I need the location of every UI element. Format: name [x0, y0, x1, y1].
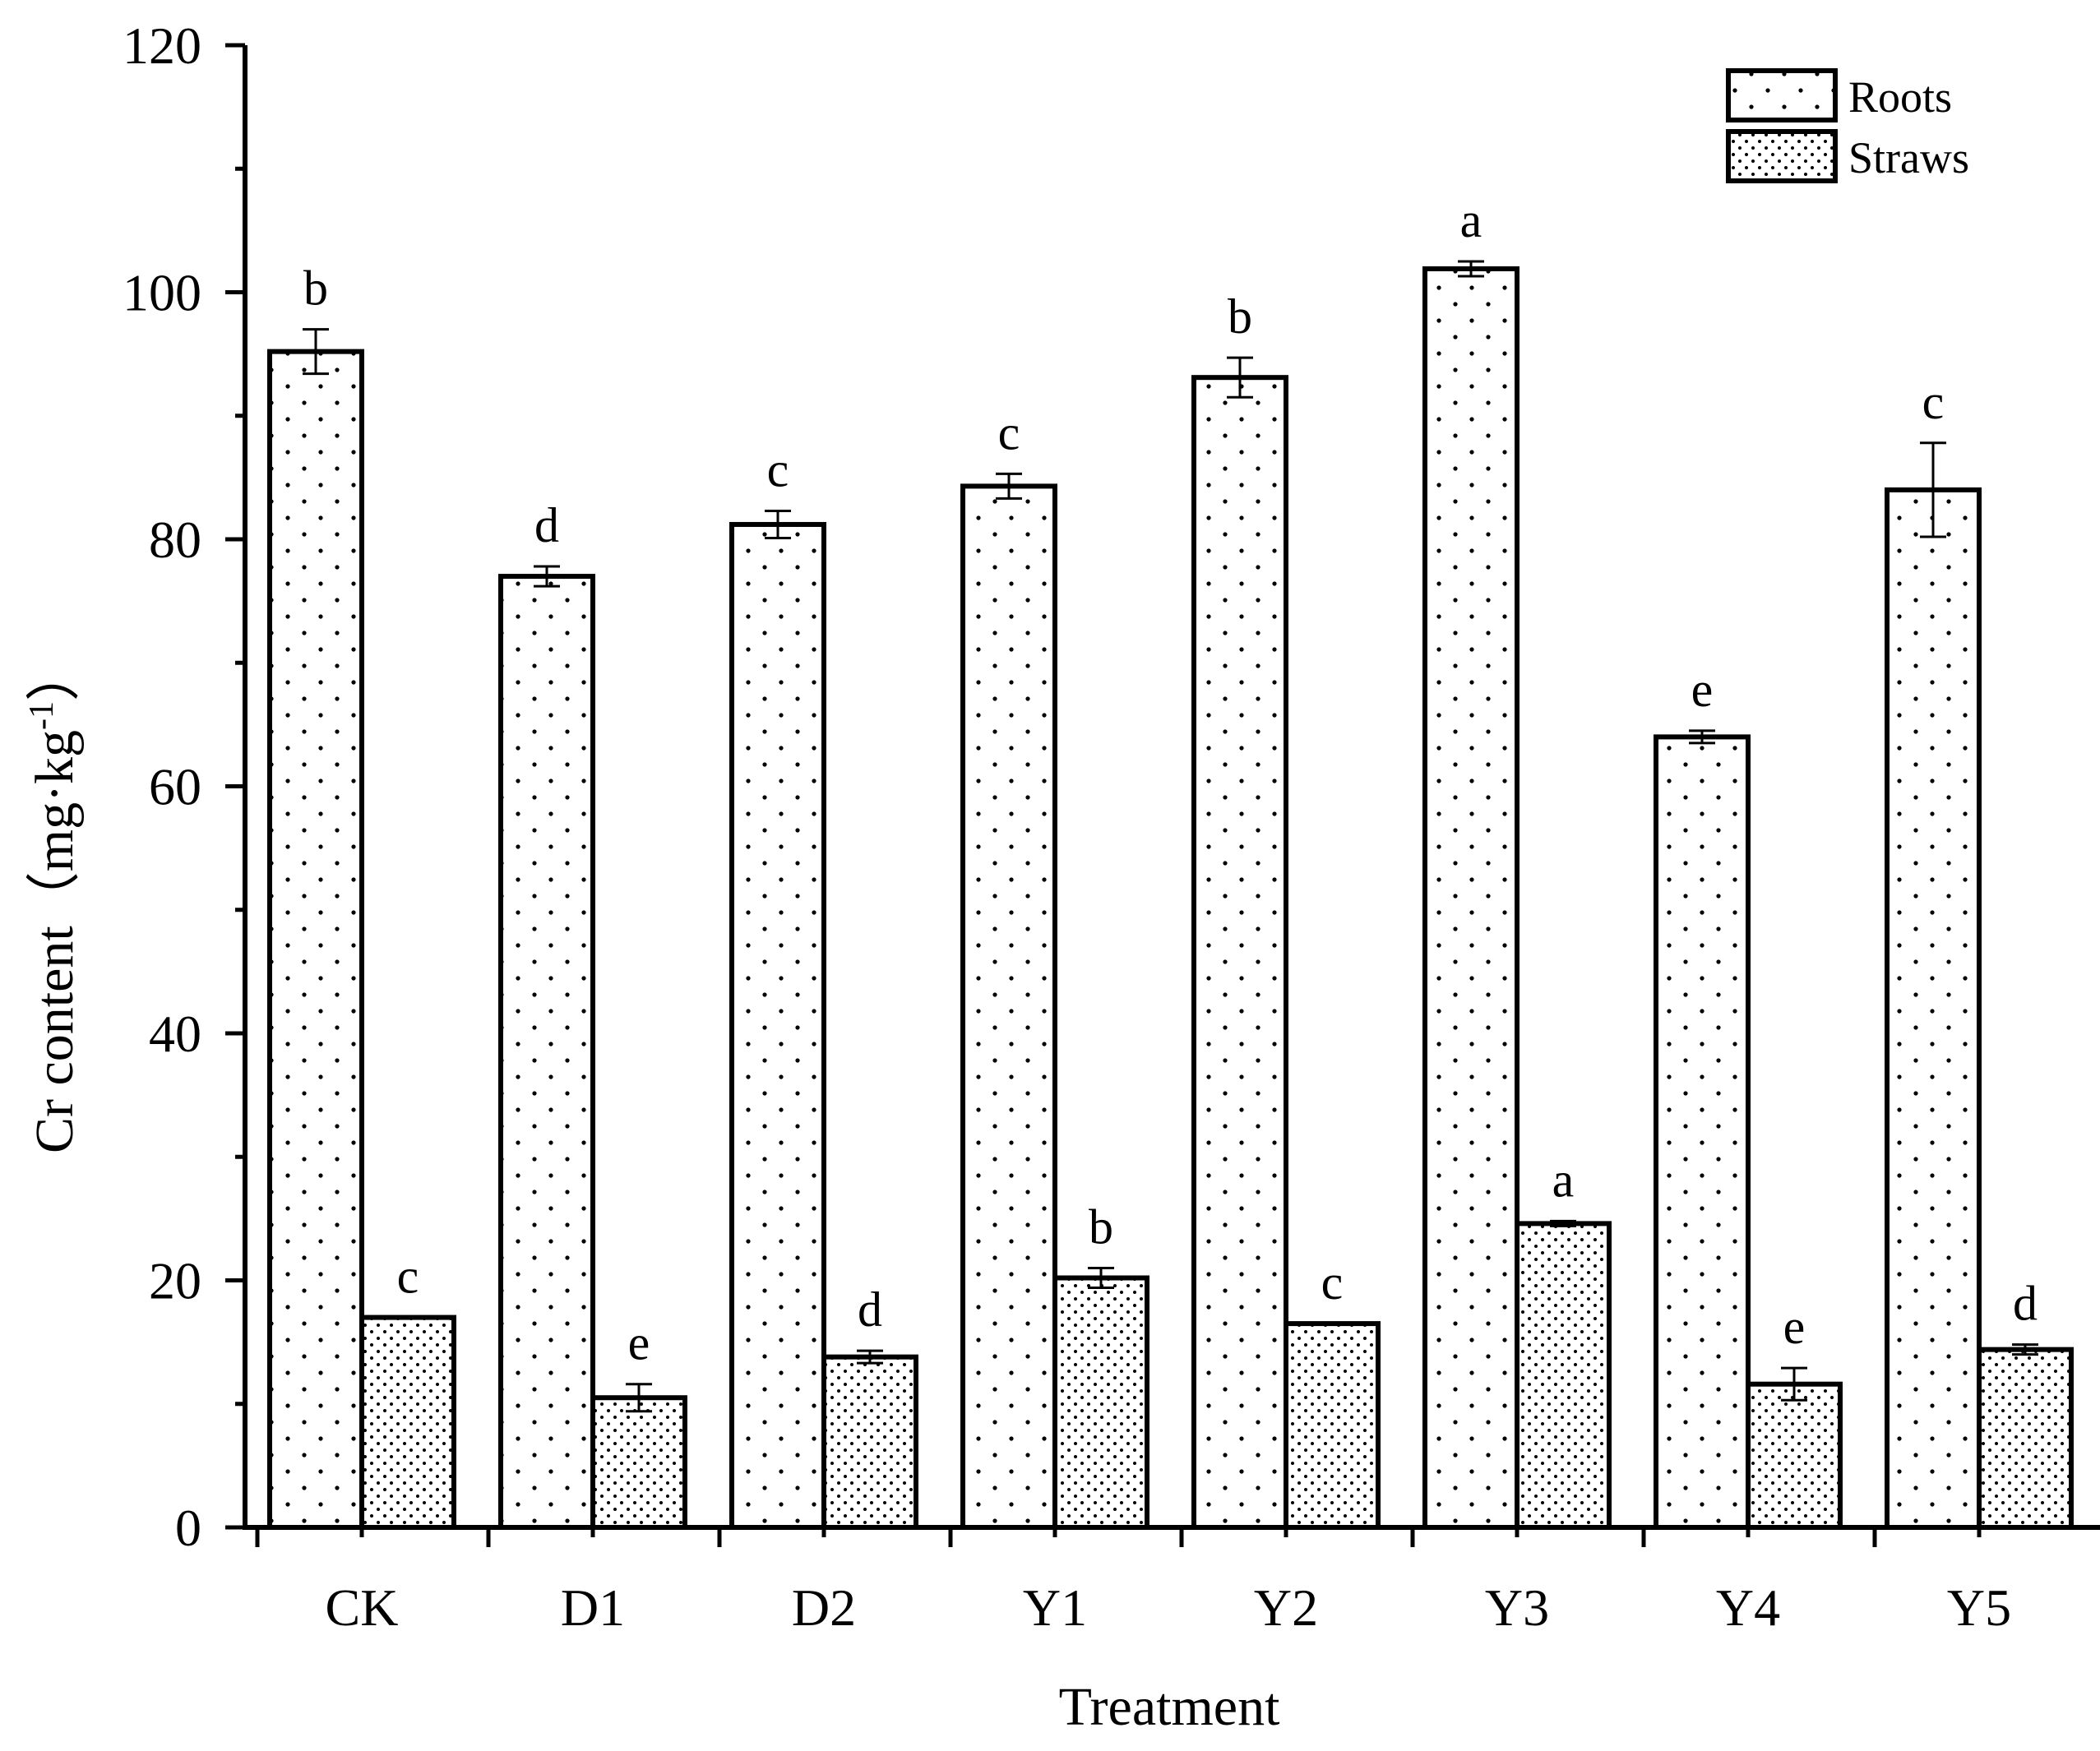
y-tick-label-100: 100 [123, 264, 201, 322]
x-tick-label-y5: Y5 [1947, 1578, 2011, 1637]
axes-layer: CK D1 D2 Y1 Y2 Y3 Y4 Y5 0 20 40 60 80 100 120 [123, 16, 2100, 1637]
sig-label-roots-d2: c [767, 442, 789, 497]
sig-label-straws-d1: e [628, 1316, 650, 1370]
sig-label-roots-y4: e [1691, 663, 1714, 717]
bar-roots-ck [267, 349, 364, 1530]
bar-straws-d2 [821, 1354, 918, 1531]
y-axis-title-close: ） [25, 647, 85, 701]
legend-swatch-straws [1726, 129, 1838, 183]
sig-label-straws-ck: c [397, 1250, 419, 1304]
x-tick-label-ck: CK [326, 1578, 399, 1637]
bar-roots-y1 [960, 483, 1057, 1531]
bar-roots-y4 [1654, 734, 1751, 1530]
x-tick-label-d1: D1 [561, 1578, 625, 1637]
bar-roots-y5 [1885, 487, 1982, 1530]
sig-label-straws-y1: b [1089, 1199, 1113, 1254]
sig-label-straws-y5: d [2013, 1277, 2038, 1331]
y-tick-label-120: 120 [123, 16, 201, 75]
y-axis-title-main: Cr content（mg·kg [25, 730, 85, 1153]
y-axis-title-superscript: -1 [23, 701, 61, 730]
sig-label-roots-y5: c [1922, 375, 1945, 429]
bar-roots-y3 [1422, 266, 1519, 1530]
x-tick-label-y4: Y4 [1716, 1578, 1780, 1637]
bar-straws-y1 [1052, 1275, 1149, 1530]
y-axis-title: Cr content（mg·kg-1） [23, 647, 85, 1153]
y-tick-label-20: 20 [149, 1252, 201, 1310]
y-tick-label-0: 0 [175, 1499, 201, 1557]
bar-straws-ck [359, 1314, 456, 1530]
bar-straws-y4 [1746, 1381, 1843, 1530]
x-tick-label-y2: Y2 [1254, 1578, 1318, 1637]
bar-straws-y2 [1284, 1321, 1381, 1531]
x-tick-label-y3: Y3 [1485, 1578, 1549, 1637]
x-tick-label-d2: D2 [792, 1578, 856, 1637]
x-axis-title: Treatment [1059, 1677, 1280, 1737]
legend: Roots Straws [1726, 68, 1969, 183]
y-tick-label-40: 40 [149, 1005, 201, 1063]
sig-label-straws-d2: d [858, 1282, 882, 1337]
sig-label-roots-y1: c [998, 405, 1020, 460]
x-tick-label-y1: Y1 [1023, 1578, 1087, 1637]
bar-straws-y3 [1515, 1221, 1612, 1530]
sig-label-straws-y2: c [1321, 1255, 1344, 1310]
bar-roots-y2 [1191, 375, 1288, 1530]
sig-label-roots-y3: a [1460, 193, 1482, 247]
sig-label-straws-y4: e [1783, 1300, 1806, 1354]
bar-roots-d2 [729, 521, 826, 1530]
bar-straws-d1 [590, 1395, 687, 1531]
sig-label-roots-y2: b [1228, 289, 1252, 344]
y-tick-label-80: 80 [149, 511, 201, 569]
sig-label-roots-ck: b [303, 261, 328, 316]
error-bars-layer [303, 260, 2038, 1413]
sig-label-straws-y3: a [1552, 1153, 1575, 1207]
legend-label-roots: Roots [1848, 72, 1952, 122]
significance-labels-layer: b c d e c d c b b c a a e e c d [303, 193, 2038, 1370]
bar-roots-d1 [498, 574, 595, 1531]
legend-swatch-roots [1726, 68, 1838, 122]
y-tick-label-60: 60 [149, 758, 201, 816]
sig-label-roots-d1: d [534, 498, 559, 552]
legend-label-straws: Straws [1848, 133, 1969, 182]
bar-straws-y5 [1977, 1347, 2074, 1531]
